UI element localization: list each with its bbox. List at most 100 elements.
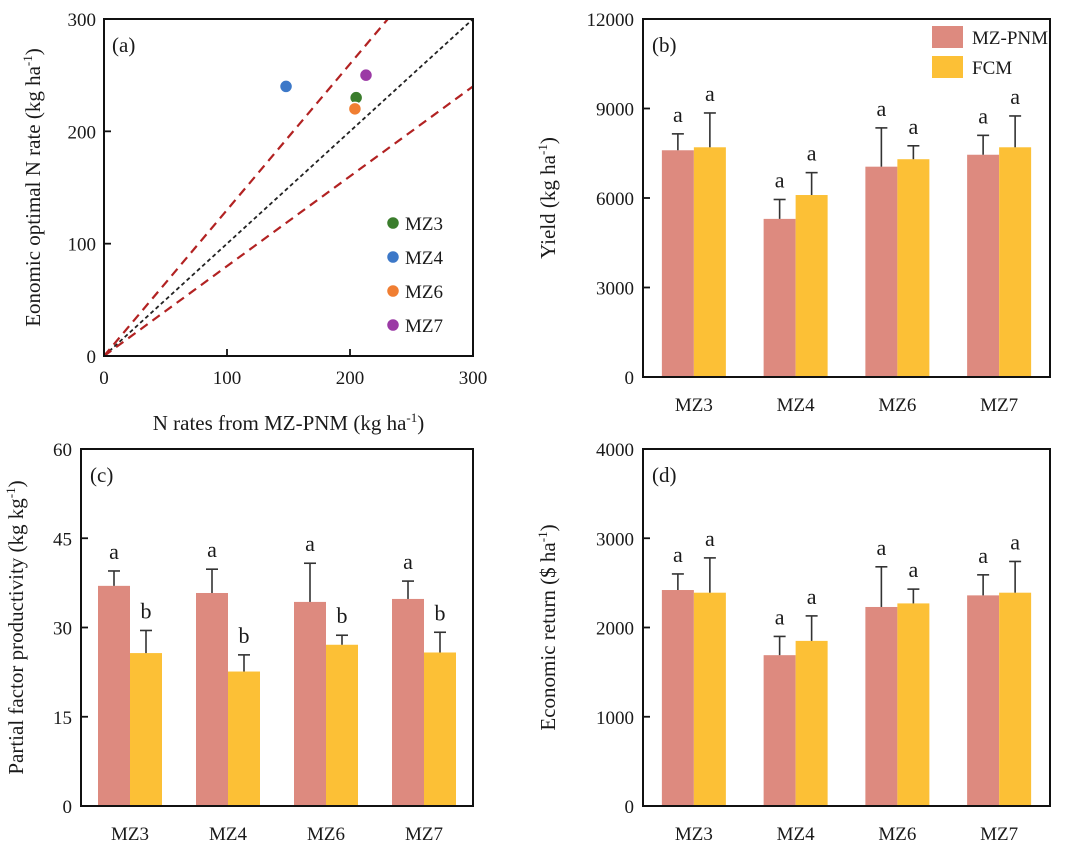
legend-swatch-mzpnm — [932, 26, 963, 48]
legend-label-mz3: MZ3 — [405, 214, 443, 235]
legend-marker-mz6 — [385, 283, 401, 299]
y-tick-label: 0 — [625, 797, 635, 818]
bar-fcm-mz6 — [326, 644, 358, 806]
bar-fcm-mz3 — [130, 653, 162, 806]
legend-label-mz7: MZ7 — [405, 316, 443, 337]
significance-letter-mzpnm-mz3: a — [673, 542, 683, 567]
x-category-label-mz4: MZ4 — [777, 395, 816, 416]
y-axis-label-d: Economic return ($ ha-1) — [535, 524, 560, 730]
y-tick-label: 4000 — [596, 440, 634, 461]
bar-mzpnm-mz6 — [865, 166, 898, 377]
x-axis-label-a-text: N rates from MZ-PNM (kg ha — [153, 411, 407, 435]
x-category-label-mz7: MZ7 — [980, 824, 1018, 845]
panel-tag-c: (c) — [90, 463, 113, 487]
bar-mzpnm-mz6 — [865, 606, 898, 806]
panel-c-pfp-bars: a b MZ3 a b MZ4 a b MZ6 a b MZ7 0 15 30 45 60 (c) Partial … — [3, 440, 474, 845]
y-axis-label-c-close: ) — [4, 480, 28, 487]
y-tick-label: 15 — [53, 708, 72, 729]
significance-letter-mzpnm-mz4: a — [775, 167, 785, 192]
bar-mzpnm-mz4 — [763, 655, 796, 806]
bar-mzpnm-mz6 — [294, 601, 326, 806]
legend-marker-mz3 — [385, 215, 401, 231]
significance-letter-mzpnm-mz6: a — [876, 96, 886, 121]
reference-line-upper-bound — [104, 19, 390, 356]
significance-letter-fcm-mz4: a — [807, 584, 817, 609]
y-tick-label: 0 — [87, 347, 97, 368]
bar-fcm-mz7 — [424, 652, 456, 806]
panel-tag-a: (a) — [112, 33, 135, 57]
reference-line-one-to-one — [104, 19, 473, 356]
significance-letter-fcm-mz3: a — [705, 526, 715, 551]
panel-a-frame — [103, 18, 474, 357]
x-axis-label-a: N rates from MZ-PNM (kg ha-1) — [153, 410, 425, 435]
y-axis-label-c-superscript: -1 — [3, 487, 18, 498]
legend-label-mzpnm: MZ-PNM — [972, 28, 1048, 49]
significance-letter-fcm-mz7: b — [435, 600, 446, 625]
significance-letter-mzpnm-mz3: a — [109, 539, 119, 564]
x-axis-label-a-close: ) — [417, 411, 424, 435]
bar-fcm-mz6 — [897, 159, 930, 377]
scatter-point-mz4 — [278, 79, 294, 94]
bar-mzpnm-mz7 — [392, 598, 424, 806]
legend-label-fcm: FCM — [972, 58, 1012, 79]
x-category-label-mz4: MZ4 — [777, 824, 816, 845]
x-category-label-mz7: MZ7 — [980, 395, 1018, 416]
y-tick-label: 30 — [53, 619, 72, 640]
bar-fcm-mz4 — [228, 671, 260, 806]
legend-marker-mz4 — [385, 249, 401, 265]
significance-letter-fcm-mz3: a — [705, 81, 715, 106]
significance-letter-mzpnm-mz7: a — [978, 543, 988, 568]
y-axis-label-b-close: ) — [536, 137, 560, 144]
legend-marker-mz7 — [385, 317, 401, 333]
legend-label-mz4: MZ4 — [405, 248, 444, 269]
y-tick-label: 200 — [68, 122, 97, 143]
x-tick-label: 300 — [459, 368, 488, 389]
x-axis-label-a-superscript: -1 — [406, 410, 417, 425]
significance-letter-fcm-mz6: a — [908, 557, 918, 582]
legend-label-mz6: MZ6 — [405, 282, 443, 303]
y-tick-label: 3000 — [596, 279, 634, 300]
significance-letter-mzpnm-mz6: a — [876, 535, 886, 560]
bar-fcm-mz4 — [795, 640, 828, 806]
y-axis-label-b-superscript: -1 — [535, 144, 550, 155]
scatter-point-mz7 — [358, 67, 374, 83]
y-axis-label-d-close: ) — [536, 524, 560, 531]
y-tick-label: 0 — [625, 368, 635, 389]
bar-mzpnm-mz3 — [661, 590, 694, 806]
bar-fcm-mz7 — [999, 592, 1032, 806]
significance-letter-fcm-mz6: a — [908, 114, 918, 139]
x-tick-label: 0 — [99, 368, 109, 389]
significance-letter-fcm-mz4: a — [807, 141, 817, 166]
y-axis-label-b: Yield (kg ha-1) — [535, 137, 560, 259]
significance-letter-fcm-mz7: a — [1010, 84, 1020, 109]
bar-mzpnm-mz4 — [763, 218, 796, 377]
y-axis-label-b-text: Yield (kg ha — [536, 154, 560, 258]
significance-letter-mzpnm-mz7: a — [403, 549, 413, 574]
y-axis-label-d-text: Economic return ($ ha — [536, 542, 560, 731]
y-tick-label: 45 — [53, 529, 72, 550]
panel-tag-b: (b) — [652, 33, 677, 57]
x-category-label-mz4: MZ4 — [209, 824, 248, 845]
bar-mzpnm-mz3 — [661, 150, 694, 377]
y-tick-label: 12000 — [587, 10, 635, 31]
y-axis-label-a: Eonomic optimal N rate (kg ha-1) — [20, 48, 45, 327]
significance-letter-mzpnm-mz4: a — [775, 604, 785, 629]
scatter-point-mz6 — [347, 101, 363, 117]
y-tick-label: 9000 — [596, 100, 634, 121]
y-axis-label-c-text: Partial factor productivity (kg kg — [4, 498, 28, 775]
bar-mzpnm-mz3 — [98, 585, 130, 806]
significance-letter-fcm-mz7: a — [1010, 529, 1020, 554]
significance-letter-mzpnm-mz3: a — [673, 102, 683, 127]
x-tick-label: 100 — [213, 368, 242, 389]
significance-letter-fcm-mz6: b — [337, 603, 348, 628]
y-axis-label-c: Partial factor productivity (kg kg-1) — [3, 480, 28, 774]
bar-fcm-mz7 — [999, 147, 1032, 377]
significance-letter-mzpnm-mz6: a — [305, 531, 315, 556]
x-category-label-mz3: MZ3 — [675, 824, 713, 845]
significance-letter-mzpnm-mz7: a — [978, 103, 988, 128]
bar-fcm-mz4 — [795, 195, 828, 377]
bar-mzpnm-mz7 — [967, 154, 1000, 377]
x-category-label-mz6: MZ6 — [878, 395, 916, 416]
y-tick-label: 1000 — [596, 708, 634, 729]
